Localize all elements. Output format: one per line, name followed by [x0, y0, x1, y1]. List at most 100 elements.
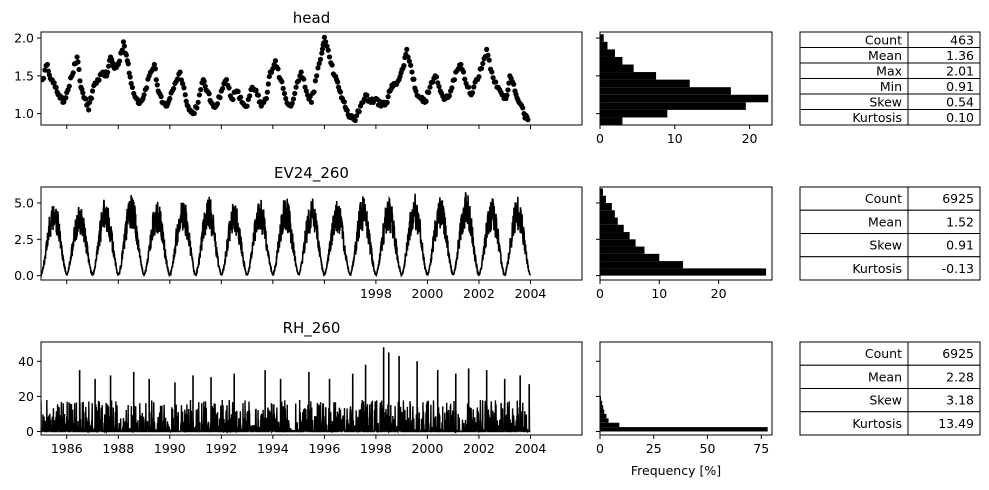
data-point	[126, 70, 132, 76]
y-tick-label: 2.0	[14, 31, 34, 46]
data-point	[457, 62, 463, 68]
chart-row-1: head 1.0 1.5 2.0 0 10 20 Count 463 Mean 1.36 Max 2.0…	[14, 9, 981, 146]
data-point	[220, 85, 226, 92]
data-point	[486, 57, 492, 63]
stats-label: Kurtosis	[852, 110, 902, 125]
histogram-bar	[600, 64, 634, 73]
histogram-bar	[600, 195, 606, 203]
data-point	[290, 96, 297, 102]
histogram-x-tick-label: 75	[753, 441, 769, 456]
data-point	[406, 58, 412, 64]
data-point	[145, 76, 151, 82]
data-point	[341, 99, 347, 105]
data-point	[279, 79, 285, 85]
data-point	[401, 63, 407, 69]
y-tick-label: 0	[26, 424, 34, 439]
histogram-bar	[600, 94, 769, 103]
stats-table: Count 463 Mean 1.36 Max 2.01 Min 0.91 Skew 0.54 Ku…	[799, 31, 981, 126]
data-point	[181, 85, 187, 91]
data-point	[96, 77, 102, 83]
data-point	[315, 65, 321, 71]
chart-title: RH_260	[283, 319, 341, 338]
data-point	[212, 104, 218, 111]
data-point	[105, 69, 111, 75]
data-point	[319, 46, 326, 52]
x-tick-label: 2002	[463, 286, 495, 301]
data-point	[409, 69, 415, 75]
data-point	[487, 66, 494, 72]
data-point	[102, 73, 108, 79]
data-point	[433, 74, 440, 80]
stats-value-cell	[907, 109, 981, 126]
stats-label: Count	[865, 191, 902, 206]
time-series-axes	[40, 341, 583, 436]
histogram-bar	[600, 34, 604, 42]
histogram-bar	[600, 246, 645, 254]
data-point	[151, 61, 157, 68]
histogram-bar	[600, 413, 607, 419]
data-point	[329, 62, 335, 68]
histogram	[600, 34, 769, 125]
data-point	[74, 54, 80, 60]
data-point	[238, 94, 244, 100]
data-point	[485, 52, 491, 58]
data-point	[321, 34, 327, 40]
data-point	[88, 95, 95, 102]
data-point	[253, 87, 259, 93]
data-point	[77, 78, 83, 84]
x-tick-label: 1988	[102, 441, 134, 456]
data-point	[243, 103, 249, 109]
histogram-bar	[600, 409, 605, 414]
data-point	[183, 98, 189, 104]
stats-label: Skew	[869, 393, 902, 408]
data-point	[484, 46, 490, 52]
data-point	[106, 63, 112, 69]
histogram-bar	[600, 56, 623, 65]
data-point	[153, 77, 159, 83]
data-point	[191, 110, 197, 116]
data-point	[480, 60, 486, 67]
x-tick-label: 1996	[308, 441, 340, 456]
data-point	[89, 88, 96, 94]
data-point	[296, 78, 302, 84]
histogram-bar	[600, 239, 636, 247]
time-series-plot	[41, 347, 531, 435]
data-point	[427, 84, 433, 90]
y-tick-label: 2.5	[14, 232, 34, 247]
data-point	[166, 98, 172, 104]
data-point	[66, 83, 72, 89]
histogram-bar	[600, 268, 767, 276]
stats-label: Max	[876, 63, 902, 78]
x-tick-label: 1994	[257, 441, 289, 456]
data-point	[451, 77, 458, 83]
stats-label: Skew	[869, 94, 902, 109]
data-point	[121, 43, 128, 49]
data-point	[198, 86, 204, 93]
data-point	[324, 43, 330, 49]
data-point	[471, 84, 477, 90]
histogram-bar	[600, 418, 609, 423]
data-point	[316, 61, 322, 67]
data-point	[262, 96, 268, 102]
data-point	[384, 99, 390, 106]
histogram-x-tick-label: 0	[596, 441, 604, 456]
data-point	[247, 93, 253, 99]
data-point	[158, 93, 164, 100]
data-point	[51, 80, 57, 86]
histogram-x-axis-label: Frequency [%]	[631, 463, 721, 478]
data-point	[469, 90, 476, 96]
data-point	[361, 96, 367, 102]
data-point	[53, 84, 59, 90]
stats-value: 0.91	[946, 238, 974, 253]
x-tick-label: 1998	[360, 441, 392, 456]
data-point	[317, 56, 324, 62]
data-point	[520, 105, 526, 111]
data-point	[275, 66, 281, 72]
data-point	[87, 99, 93, 106]
y-tick-label: 40	[18, 354, 34, 369]
stats-table: Count 6925 Mean 1.52 Skew 0.91 Kurtosis -0.13	[799, 186, 981, 281]
histogram	[600, 396, 768, 432]
data-point	[449, 85, 455, 91]
histogram-bar	[600, 117, 623, 125]
